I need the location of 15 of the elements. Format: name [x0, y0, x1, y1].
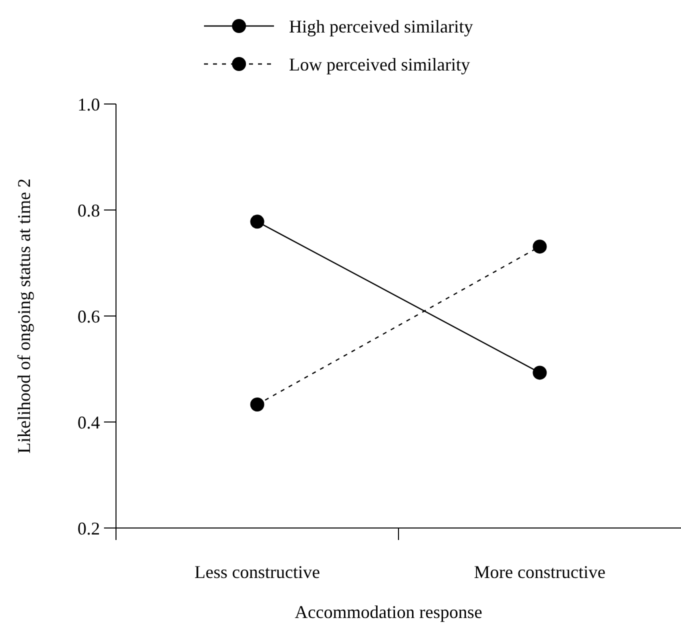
point [532, 366, 547, 380]
legend-label: Low perceived similarity [289, 54, 470, 74]
x-axis-title: Accommodation response [294, 602, 482, 622]
y-tick-label: 1.0 [78, 94, 100, 114]
point [532, 240, 547, 254]
point [250, 398, 264, 412]
y-tick-label: 0.8 [78, 200, 100, 220]
legend-label: High perceived similarity [289, 16, 473, 36]
x-tick-label: More constructive [474, 562, 606, 582]
x-tick-label: Less constructive [194, 562, 320, 582]
y-tick-label: 0.2 [78, 518, 100, 538]
y-axis-title: Likelihood of ongoing status at time 2 [14, 178, 34, 454]
y-tick-label: 0.6 [78, 306, 100, 326]
point [250, 214, 264, 229]
y-tick-label: 0.4 [78, 412, 100, 432]
